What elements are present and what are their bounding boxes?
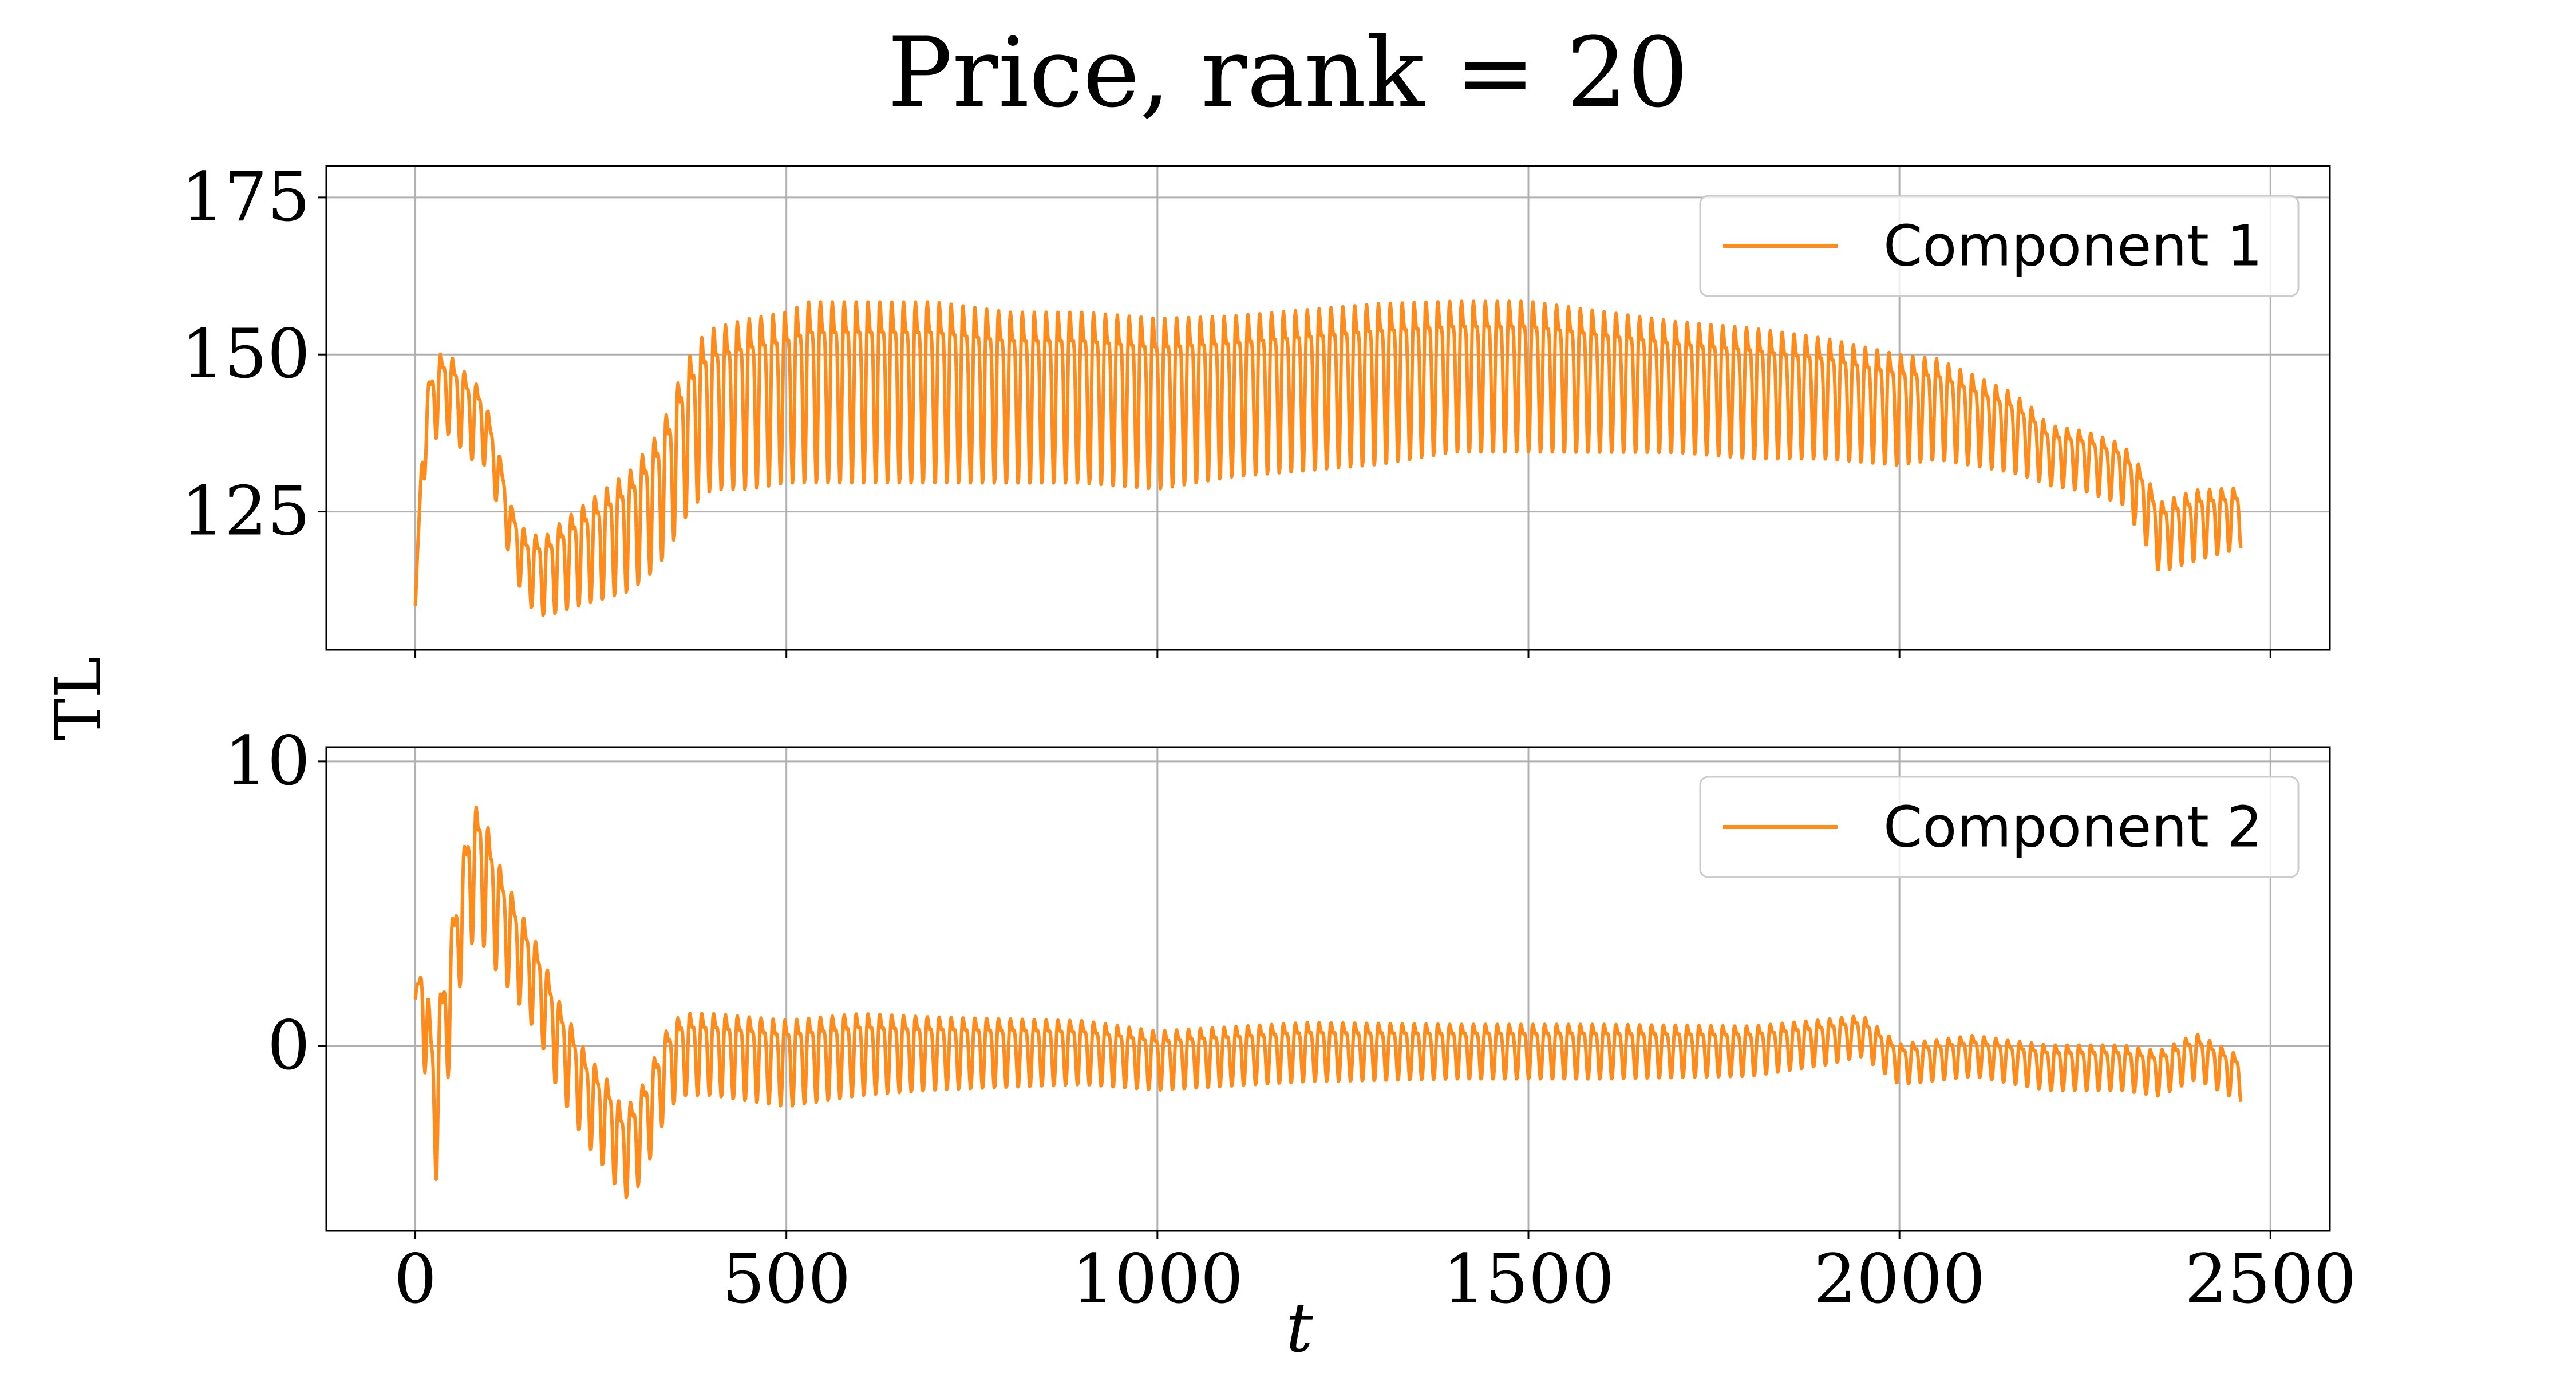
subplot-component-1: 125 150 175 Component 1 [181, 157, 2331, 658]
axes-frame [325, 746, 2331, 1232]
legend-label: Component 2 [1883, 795, 2262, 860]
axes-frame [325, 165, 2331, 651]
shared-y-axis-label: TL [42, 657, 115, 740]
x-tick-label: 500 [722, 1239, 851, 1318]
x-tick-label: 0 [394, 1239, 437, 1318]
x-tick-label: 2500 [2184, 1239, 2356, 1318]
x-tick-label: 2000 [1814, 1239, 1985, 1318]
x-axis-label: t [1286, 1288, 1313, 1367]
legend-label: Component 1 [1883, 214, 2262, 279]
series-line-2 [413, 805, 2243, 1200]
y-tick-label: 125 [181, 472, 310, 551]
chart-title: Price, rank = 20 [887, 17, 1688, 129]
y-tick-label: 175 [181, 157, 310, 236]
subplot-component-2: 0 500 1000 1500 2000 2500 0 10 Component 2 [224, 721, 2357, 1318]
legend-box [1699, 776, 2300, 878]
y-tick-label: 150 [181, 314, 310, 393]
y-tick-label: 0 [267, 1006, 310, 1085]
x-tick-label: 1000 [1072, 1239, 1243, 1318]
series-line-1 [413, 299, 2243, 617]
y-tick-label: 10 [224, 721, 310, 800]
legend-box [1699, 195, 2300, 297]
x-tick-label: 1500 [1443, 1239, 1614, 1318]
